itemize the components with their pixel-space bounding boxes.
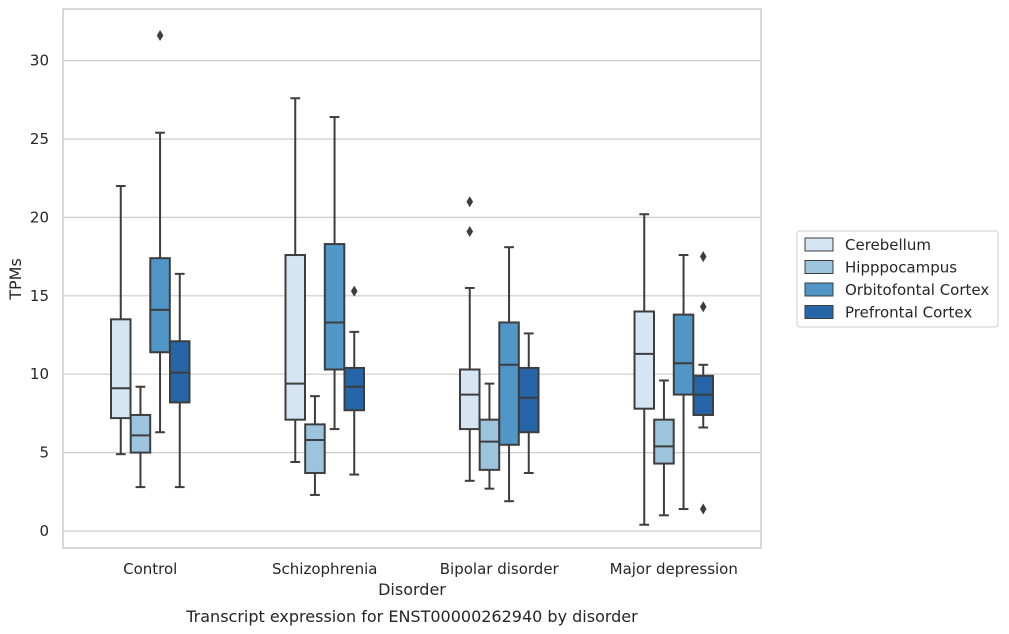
iqr-box bbox=[498, 321, 520, 446]
x-tick-labels: Control Schizophrenia Bipolar disorder Majo… bbox=[123, 560, 738, 578]
y-tick-label: 10 bbox=[30, 365, 49, 383]
legend-swatch bbox=[804, 237, 834, 252]
box-cerebellum bbox=[459, 196, 481, 482]
box-orbitofontal-cortex bbox=[498, 246, 520, 503]
x-axis-title: Disorder bbox=[378, 580, 446, 599]
y-tick-label: 0 bbox=[39, 522, 49, 540]
iqr-box bbox=[110, 318, 132, 420]
box-prefrontal-cortex bbox=[692, 251, 714, 515]
legend-frame bbox=[796, 230, 999, 328]
x-tick-label: Control bbox=[123, 560, 177, 578]
iqr-box bbox=[653, 418, 675, 465]
iqr-box bbox=[672, 313, 695, 396]
x-tick-label: Bipolar disorder bbox=[440, 560, 560, 578]
legend-swatch bbox=[804, 260, 834, 274]
box-hipppocampus bbox=[653, 379, 675, 517]
outlier-point bbox=[699, 503, 707, 515]
y-tick-label: 30 bbox=[30, 52, 49, 70]
y-tick-labels: 0 5 10 15 20 25 30 bbox=[30, 52, 49, 540]
outlier-point bbox=[156, 30, 164, 42]
boxes bbox=[110, 30, 714, 526]
y-axis-title: TPMs bbox=[6, 258, 25, 301]
iqr-box bbox=[459, 368, 481, 431]
box-orbitofontal-cortex bbox=[323, 116, 346, 431]
iqr-box bbox=[129, 413, 152, 454]
legend-swatch bbox=[804, 282, 834, 297]
y-tick-label: 20 bbox=[30, 208, 49, 226]
legend-swatch bbox=[804, 305, 834, 319]
box-cerebellum bbox=[284, 97, 306, 464]
legend-label: Orbitofontal Cortex bbox=[845, 281, 989, 299]
legend-label: Cerebellum bbox=[845, 236, 931, 254]
iqr-box bbox=[284, 254, 306, 421]
x-tick-label: Schizophrenia bbox=[272, 560, 377, 578]
iqr-box bbox=[518, 366, 540, 434]
iqr-box bbox=[478, 418, 501, 471]
figure-caption: Transcript expression for ENST0000026294… bbox=[185, 607, 638, 626]
outlier-point bbox=[699, 301, 707, 313]
outlier-point bbox=[466, 196, 474, 208]
box-cerebellum bbox=[110, 185, 132, 456]
box-prefrontal-cortex bbox=[169, 272, 191, 489]
outlier-point bbox=[466, 226, 474, 238]
y-tick-label: 25 bbox=[30, 130, 49, 148]
iqr-box bbox=[633, 310, 655, 410]
box-cerebellum bbox=[633, 213, 655, 526]
y-tick-label: 5 bbox=[39, 444, 49, 462]
outlier-point bbox=[350, 285, 358, 297]
x-tick-label: Major depression bbox=[610, 560, 738, 578]
iqr-box bbox=[149, 257, 171, 354]
box-hipppocampus bbox=[478, 382, 501, 490]
outlier-point bbox=[699, 251, 707, 263]
box-orbitofontal-cortex bbox=[149, 30, 171, 434]
box-prefrontal-cortex bbox=[343, 285, 365, 476]
box-orbitofontal-cortex bbox=[672, 254, 695, 511]
y-tick-label: 15 bbox=[30, 287, 49, 305]
legend-label: Prefrontal Cortex bbox=[845, 304, 972, 322]
box-prefrontal-cortex bbox=[518, 332, 540, 474]
iqr-box bbox=[343, 366, 365, 412]
plot-frame bbox=[62, 8, 762, 549]
box-hipppocampus bbox=[304, 395, 326, 496]
legend-label: Hipppocampus bbox=[845, 259, 957, 277]
box-hipppocampus bbox=[129, 385, 152, 489]
iqr-box bbox=[304, 423, 326, 474]
legend: Cerebellum Hipppocampus Orbitofontal Corte… bbox=[796, 230, 999, 328]
iqr-box bbox=[323, 243, 346, 371]
